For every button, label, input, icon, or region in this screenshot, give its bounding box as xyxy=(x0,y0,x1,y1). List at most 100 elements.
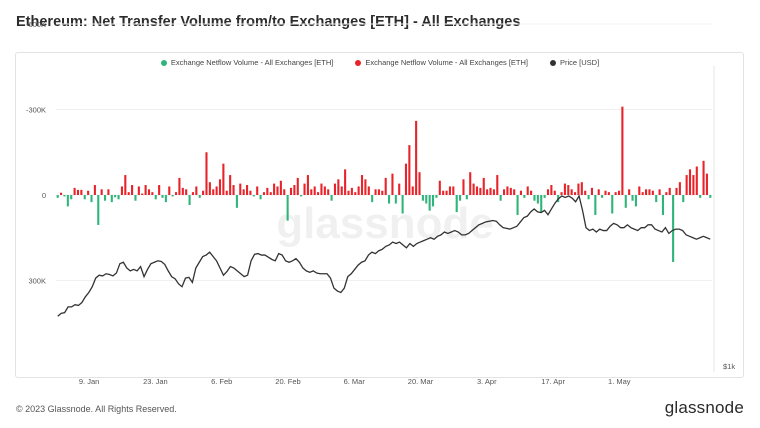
outflow-bar xyxy=(310,189,313,195)
outflow-bar xyxy=(181,187,184,196)
outflow-bar xyxy=(496,175,499,195)
inflow-bar xyxy=(465,195,468,200)
outflow-bar xyxy=(202,190,205,195)
legend-item-netflow-positive[interactable]: Exchange Netflow Volume - All Exchanges … xyxy=(160,58,333,67)
outflow-bar xyxy=(550,185,553,195)
watermark: glassnode xyxy=(276,199,494,248)
outflow-bar xyxy=(597,189,600,195)
outflow-bar xyxy=(438,180,441,195)
outflow-bar xyxy=(553,190,556,195)
inflow-bar xyxy=(371,195,374,203)
outflow-bar xyxy=(502,189,506,195)
inflow-bar xyxy=(655,195,658,203)
outflow-bar xyxy=(195,186,198,195)
outflow-bar xyxy=(614,192,617,195)
outflow-bar xyxy=(168,186,171,195)
inflow-bar xyxy=(661,195,665,215)
outflow-bar xyxy=(178,177,181,195)
inflow-bar xyxy=(682,195,685,203)
x-tick-label: 3. Apr xyxy=(477,377,497,386)
right-axis-label: $1k xyxy=(723,362,735,371)
outflow-bar xyxy=(492,189,495,195)
chart-frame xyxy=(15,52,744,378)
inflow-bar xyxy=(66,195,69,207)
outflow-bar xyxy=(222,163,225,195)
x-tick-label: 9. Jan xyxy=(79,377,99,386)
legend-item-netflow-negative[interactable]: Exchange Netflow Volume - All Exchanges … xyxy=(355,58,528,67)
outflow-bar xyxy=(296,177,299,195)
outflow-bar xyxy=(249,190,252,195)
inflow-bar xyxy=(533,195,536,201)
outflow-bar xyxy=(377,189,380,195)
legend-label: Exchange Netflow Volume - All Exchanges … xyxy=(365,58,528,67)
outflow-bar xyxy=(688,169,692,195)
inflow-bar xyxy=(499,195,502,201)
outflow-bar xyxy=(628,189,631,195)
outflow-bar xyxy=(482,177,485,195)
outflow-bar xyxy=(205,152,208,195)
outflow-bar xyxy=(638,186,641,195)
outflow-bar xyxy=(546,189,550,195)
inflow-bar xyxy=(134,195,137,201)
inflow-bar xyxy=(90,195,93,203)
outflow-bar xyxy=(685,175,688,195)
outflow-bar xyxy=(340,186,343,195)
inflow-bar xyxy=(286,195,289,221)
outflow-bar xyxy=(678,182,681,195)
outflow-bar xyxy=(570,189,573,195)
legend: Exchange Netflow Volume - All Exchanges … xyxy=(0,58,760,67)
outflow-bar xyxy=(357,186,360,195)
outflow-bar xyxy=(442,190,445,195)
outflow-bar xyxy=(360,175,364,195)
outflow-bar xyxy=(218,179,222,195)
outflow-bar xyxy=(462,179,465,195)
outflow-bar xyxy=(212,189,215,195)
x-tick-label: 6. Mar xyxy=(344,377,366,386)
inflow-bar xyxy=(594,195,597,215)
outflow-bar xyxy=(567,185,570,195)
outflow-bar xyxy=(408,145,411,196)
outflow-bar xyxy=(415,120,418,195)
outflow-bar xyxy=(141,193,144,195)
outflow-bar xyxy=(323,186,326,195)
outflow-bar xyxy=(73,187,76,196)
outflow-bar xyxy=(702,160,705,195)
outflow-bar xyxy=(530,190,533,195)
outflow-bar xyxy=(486,189,489,195)
outflow-bar xyxy=(469,172,472,195)
outflow-bar xyxy=(93,185,96,195)
x-tick-label: 17. Apr xyxy=(541,377,565,386)
x-tick-label: 20. Mar xyxy=(408,377,434,386)
outflow-bar xyxy=(337,179,340,195)
outflow-bar xyxy=(225,190,228,195)
outflow-bar xyxy=(590,187,594,196)
outflow-bar xyxy=(404,163,408,195)
inflow-bar xyxy=(259,195,262,200)
outflow-bar xyxy=(333,183,337,195)
outflow-bar xyxy=(293,185,296,195)
outflow-bar xyxy=(560,192,563,195)
outflow-bar xyxy=(621,106,624,195)
outflow-bar xyxy=(675,187,678,196)
inflow-bar xyxy=(611,195,614,214)
inflow-bar xyxy=(634,195,637,207)
outflow-bar xyxy=(320,183,323,195)
inflow-bar xyxy=(624,195,627,208)
outflow-bar xyxy=(306,175,309,195)
legend-item-price[interactable]: Price [USD] xyxy=(550,58,599,67)
inflow-bar xyxy=(421,195,424,201)
chart-title: Ethereum: Net Transfer Volume from/to Ex… xyxy=(16,14,521,30)
outflow-bar xyxy=(574,192,577,195)
inflow-bar xyxy=(110,195,113,203)
price-line xyxy=(57,194,711,317)
outflow-bar xyxy=(256,186,259,195)
outflow-bar xyxy=(158,185,161,195)
inflow-bar xyxy=(103,195,107,201)
inflow-bar xyxy=(161,195,164,198)
y-tick-label: 0 xyxy=(42,191,46,200)
inflow-bar xyxy=(97,195,100,225)
inflow-bar xyxy=(330,195,333,201)
outflow-bar xyxy=(269,192,272,195)
inflow-bar xyxy=(70,195,73,200)
outflow-bar xyxy=(137,186,140,195)
